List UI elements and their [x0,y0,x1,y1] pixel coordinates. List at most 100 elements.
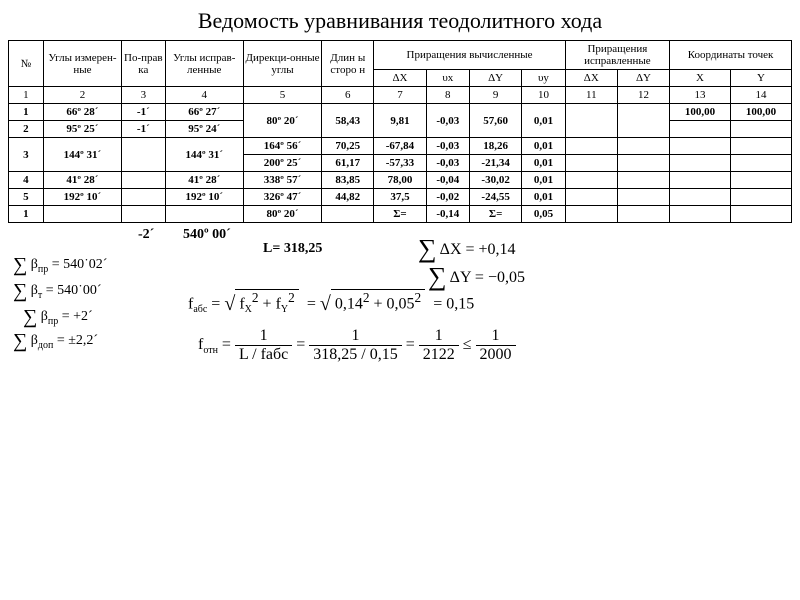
rv [122,172,165,189]
h-dx2: ΔX [565,70,617,87]
dv [617,104,669,138]
rn: 5 [9,189,44,206]
neg2: -2´ [138,227,154,243]
cv [730,206,791,223]
h-dir: Дирекци-онные углы [243,41,321,87]
rv [122,138,165,172]
rv: -1´ [122,121,165,138]
cn: 2 [43,87,121,104]
dv: -0,03 [426,104,469,138]
cn: 3 [122,87,165,104]
dv [565,155,617,172]
rv: 192º 10´ [43,189,121,206]
dv [617,155,669,172]
h-g2: Приращения исправленные [565,41,669,70]
h-y: Y [730,70,791,87]
rv [43,206,121,223]
dv [565,138,617,155]
cn: 11 [565,87,617,104]
dv [617,138,669,155]
sum540: 540º 00´ [183,227,231,243]
rv: -1´ [122,104,165,121]
dv: 9,81 [374,104,426,138]
h-uy: υy [522,70,565,87]
f-abs: fабс = √fX2 + fY2 = √0,142 + 0,052 = 0,1… [188,289,474,314]
cn: 12 [617,87,669,104]
dv: 0,01 [522,189,565,206]
dv: -0,14 [426,206,469,223]
cn: 10 [522,87,565,104]
dv [565,189,617,206]
rv: 95º 25´ [43,121,121,138]
cv [730,138,791,155]
dv: 0,01 [522,138,565,155]
cn: 8 [426,87,469,104]
rv: 144º 31´ [165,138,243,172]
dv: 0,01 [522,172,565,189]
dv: -0,04 [426,172,469,189]
dv: -57,33 [374,155,426,172]
sum-dx: ∑ ΔX = +0,14 [418,231,516,261]
dv: 338º 57´ [243,172,321,189]
h-num: № [9,41,44,87]
dv: 78,00 [374,172,426,189]
dv [617,206,669,223]
dv: 18,26 [470,138,522,155]
rv [122,189,165,206]
cv [730,172,791,189]
cn: 6 [322,87,374,104]
rn: 1 [9,104,44,121]
dv [617,189,669,206]
h-g1: Приращения вычисленные [374,41,565,70]
dv [565,172,617,189]
cv [670,155,731,172]
rv [122,206,165,223]
cn: 13 [670,87,731,104]
dv: 61,17 [322,155,374,172]
f-otn: fотн = 1L / fабс = 1318,25 / 0,15 = 1212… [198,327,516,363]
h-dy: ΔY [470,70,522,87]
dv: Σ= [374,206,426,223]
h-cor: По-прав ка [122,41,165,87]
dv: 37,5 [374,189,426,206]
L-value: L= 318,25 [263,241,322,257]
rv [165,206,243,223]
cv: 100,00 [670,104,731,121]
rv: 66º 27´ [165,104,243,121]
dv: 0,01 [522,104,565,138]
dv: -67,84 [374,138,426,155]
rn: 3 [9,138,44,172]
dv: -0,03 [426,138,469,155]
h-len: Длин ы сторо н [322,41,374,87]
dv: 58,43 [322,104,374,138]
rv: 95º 24´ [165,121,243,138]
formulas-area: -2´ 540º 00´ ∑ βпр = 540˙02´ ∑ βт = 540˙… [8,227,792,407]
h-g3: Координаты точек [670,41,792,70]
dv: -0,02 [426,189,469,206]
dv: 200º 25´ [243,155,321,172]
cn: 9 [470,87,522,104]
cv [730,121,791,138]
dv [565,206,617,223]
dv: 80º 20´ [243,206,321,223]
beta-pr2: ∑ βпр = +2´ [23,303,93,326]
h-fix: Углы исправ-ленные [165,41,243,87]
cn: 14 [730,87,791,104]
rn: 2 [9,121,44,138]
dv: 44,82 [322,189,374,206]
cv [670,121,731,138]
dv: -0,03 [426,155,469,172]
rv: 144º 31´ [43,138,121,172]
dv: 83,85 [322,172,374,189]
rn: 4 [9,172,44,189]
dv: 0,05 [522,206,565,223]
beta-pr: ∑ βпр = 540˙02´ [13,251,107,274]
cn: 4 [165,87,243,104]
rv: 41º 28´ [165,172,243,189]
dv: 70,25 [322,138,374,155]
cv [670,138,731,155]
h-ang: Углы измерен-ные [43,41,121,87]
cv [670,172,731,189]
h-x: X [670,70,731,87]
rv: 192º 10´ [165,189,243,206]
